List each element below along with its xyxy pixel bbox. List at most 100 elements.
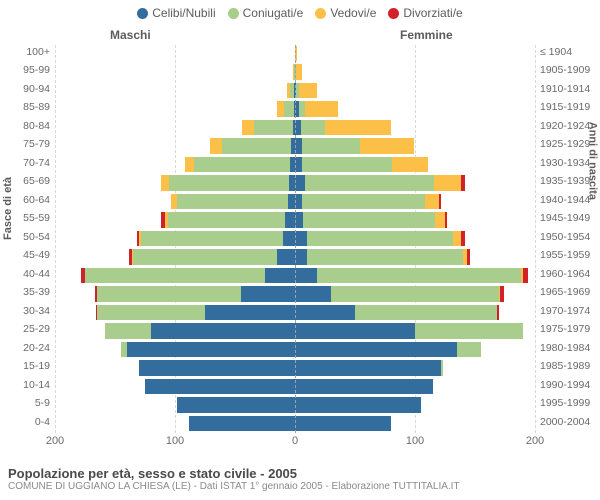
bar-female bbox=[295, 360, 443, 375]
legend: Celibi/NubiliConiugati/eVedovi/eDivorzia… bbox=[0, 0, 600, 20]
legend-label: Celibi/Nubili bbox=[152, 6, 215, 20]
bar-segment bbox=[295, 249, 307, 264]
bar-segment bbox=[295, 342, 457, 357]
x-tick-label: 200 bbox=[526, 435, 544, 447]
legend-swatch bbox=[388, 8, 399, 19]
age-label: 65-69 bbox=[5, 174, 50, 188]
age-label: 45-49 bbox=[5, 248, 50, 262]
bar-segment bbox=[296, 64, 302, 79]
birth-year-label: 1990-1994 bbox=[540, 378, 595, 392]
bar-segment bbox=[441, 360, 442, 375]
bar-male bbox=[137, 231, 295, 246]
bar-segment bbox=[105, 323, 151, 338]
bar-segment bbox=[85, 268, 265, 283]
legend-item: Vedovi/e bbox=[315, 6, 376, 20]
birth-year-label: 1975-1979 bbox=[540, 322, 595, 336]
x-tick-label: 200 bbox=[46, 435, 64, 447]
bar-segment bbox=[295, 175, 305, 190]
bar-segment bbox=[139, 360, 295, 375]
bar-segment bbox=[242, 120, 254, 135]
birth-year-label: 1950-1954 bbox=[540, 230, 595, 244]
bar-male bbox=[161, 175, 295, 190]
center-line bbox=[295, 45, 296, 433]
bar-segment bbox=[295, 231, 307, 246]
bar-segment bbox=[392, 157, 428, 172]
bar-segment bbox=[461, 231, 466, 246]
bar-segment bbox=[302, 194, 424, 209]
bar-female bbox=[295, 249, 470, 264]
bar-segment bbox=[295, 212, 303, 227]
bar-female bbox=[295, 305, 499, 320]
bar-segment bbox=[295, 138, 302, 153]
bar-segment bbox=[461, 175, 466, 190]
bar-segment bbox=[301, 120, 325, 135]
bar-male bbox=[171, 194, 295, 209]
x-tick-label: 100 bbox=[406, 435, 424, 447]
birth-year-label: 1970-1974 bbox=[540, 304, 595, 318]
age-label: 75-79 bbox=[5, 137, 50, 151]
bar-male bbox=[145, 379, 295, 394]
bar-female bbox=[295, 342, 481, 357]
bar-segment bbox=[453, 231, 460, 246]
bar-segment bbox=[307, 249, 463, 264]
bar-segment bbox=[434, 175, 460, 190]
bar-female bbox=[295, 212, 447, 227]
age-label: 35-39 bbox=[5, 285, 50, 299]
bar-male bbox=[189, 416, 295, 431]
birth-year-label: 1980-1984 bbox=[540, 341, 595, 355]
bar-segment bbox=[317, 268, 521, 283]
bar-male bbox=[81, 268, 295, 283]
birth-year-label: 1965-1969 bbox=[540, 285, 595, 299]
legend-swatch bbox=[315, 8, 326, 19]
bar-segment bbox=[168, 212, 286, 227]
bar-female bbox=[295, 138, 414, 153]
bar-segment bbox=[177, 397, 295, 412]
bar-segment bbox=[497, 305, 499, 320]
age-label: 90-94 bbox=[5, 82, 50, 96]
age-label: 25-29 bbox=[5, 322, 50, 336]
birth-year-label: 1940-1944 bbox=[540, 193, 595, 207]
bar-segment bbox=[305, 101, 339, 116]
bar-segment bbox=[331, 286, 499, 301]
footer-title: Popolazione per età, sesso e stato civil… bbox=[8, 466, 588, 481]
age-label: 20-24 bbox=[5, 341, 50, 355]
birth-year-label: 1955-1959 bbox=[540, 248, 595, 262]
bar-male bbox=[177, 397, 295, 412]
birth-year-label: 2000-2004 bbox=[540, 415, 595, 429]
bar-segment bbox=[302, 138, 360, 153]
bar-segment bbox=[295, 157, 302, 172]
bar-segment bbox=[277, 101, 284, 116]
bar-female bbox=[295, 101, 338, 116]
bar-segment bbox=[210, 138, 222, 153]
bar-segment bbox=[445, 212, 447, 227]
bar-segment bbox=[151, 323, 295, 338]
bar-segment bbox=[295, 286, 331, 301]
bar-segment bbox=[241, 286, 295, 301]
age-label: 100+ bbox=[5, 45, 50, 59]
bar-female bbox=[295, 120, 391, 135]
bar-male bbox=[210, 138, 295, 153]
bar-segment bbox=[295, 305, 355, 320]
bar-female bbox=[295, 286, 504, 301]
age-label: 95-99 bbox=[5, 63, 50, 77]
plot-area: 100+≤ 190495-991905-190990-941910-191485… bbox=[55, 45, 535, 433]
bar-segment bbox=[500, 286, 504, 301]
bar-segment bbox=[295, 268, 317, 283]
bar-segment bbox=[189, 416, 295, 431]
bar-segment bbox=[97, 286, 241, 301]
age-label: 85-89 bbox=[5, 100, 50, 114]
chart-footer: Popolazione per età, sesso e stato civil… bbox=[8, 466, 588, 492]
bar-segment bbox=[302, 157, 392, 172]
bar-segment bbox=[285, 212, 295, 227]
legend-item: Celibi/Nubili bbox=[137, 6, 215, 20]
bar-female bbox=[295, 157, 428, 172]
legend-swatch bbox=[137, 8, 148, 19]
header-female: Femmine bbox=[400, 28, 453, 42]
bar-male bbox=[96, 305, 295, 320]
age-label: 15-19 bbox=[5, 359, 50, 373]
gridline bbox=[535, 45, 536, 433]
footer-subtitle: COMUNE DI UGGIANO LA CHIESA (LE) - Dati … bbox=[8, 481, 588, 492]
bar-male bbox=[185, 157, 295, 172]
birth-year-label: ≤ 1904 bbox=[540, 45, 595, 59]
population-pyramid-chart: Celibi/NubiliConiugati/eVedovi/eDivorzia… bbox=[0, 0, 600, 500]
